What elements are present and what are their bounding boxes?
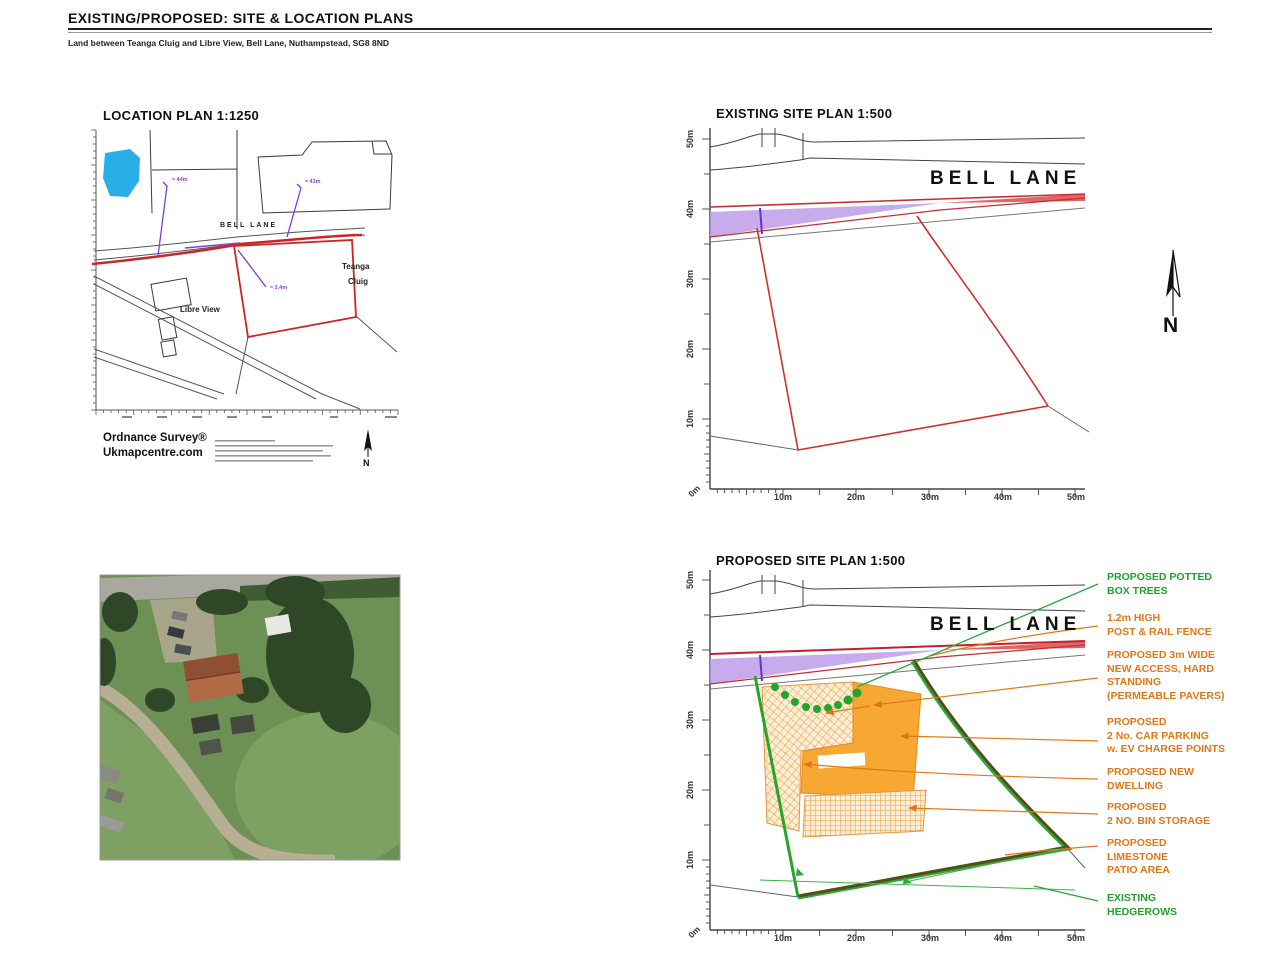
location-north-arrow xyxy=(364,429,372,457)
road-highlight-red xyxy=(91,233,363,266)
page-title: EXISTING/PROPOSED: SITE & LOCATION PLANS xyxy=(68,10,414,26)
verge-divider-purple xyxy=(759,207,763,235)
pond-shape xyxy=(103,149,140,197)
east-south-boundary-dark xyxy=(798,659,1071,898)
copyright-small-print xyxy=(215,440,333,462)
caravan xyxy=(264,614,292,636)
west-boundary-hedge-green xyxy=(753,675,800,898)
y-tick: 50m xyxy=(685,130,695,149)
x-tick: 40m xyxy=(993,933,1012,943)
lane-edge-bottom-red xyxy=(709,197,1086,238)
north-label-existing: N xyxy=(1163,314,1179,337)
track xyxy=(100,682,335,860)
location-plan-title: LOCATION PLAN 1:1250 xyxy=(103,108,260,123)
proposed-plan-title: PROPOSED SITE PLAN 1:500 xyxy=(716,553,906,568)
y-tick: 40m xyxy=(685,200,695,219)
hedgerow-thin-lines xyxy=(759,847,1076,891)
x-tick: 20m xyxy=(846,933,865,943)
annotation-bin-storage: PROPOSED 2 NO. BIN STORAGE xyxy=(1107,801,1211,827)
annotation-limestone-patio: PROPOSED LIMESTONE PATIO AREA xyxy=(1107,837,1170,876)
verge-purple xyxy=(710,650,940,684)
proposed-plan-drawing xyxy=(702,570,1099,938)
annotation-leaders-orange xyxy=(802,625,1099,856)
y-tick: 30m xyxy=(685,711,695,730)
road-highlight-purple xyxy=(184,242,241,249)
axes xyxy=(709,570,1085,931)
neighbour-buildings xyxy=(100,764,125,834)
annotation-potted-box-trees: PROPOSED POTTED BOX TREES xyxy=(1107,571,1213,597)
annotation-new-access: PROPOSED 3m WIDE NEW ACCESS, HARD STANDI… xyxy=(1107,649,1225,702)
lane-edge-bottom-red xyxy=(709,644,1086,685)
bell-lane-label-location: BELL LANE xyxy=(220,222,278,229)
cluig-label: Cluig xyxy=(348,277,368,286)
vehicles xyxy=(167,610,192,656)
annotation-car-parking: PROPOSED 2 No. CAR PARKING w. EV CHARGE … xyxy=(1107,716,1226,755)
ukmapcentre-attribution: Ukmapcentre.com xyxy=(103,447,203,459)
site-boundary-red xyxy=(756,215,1049,451)
y-tick: 50m xyxy=(685,571,695,590)
y-tick: 30m xyxy=(685,270,695,289)
adjacent-boundaries-grey xyxy=(709,847,1086,898)
bell-lane-label-existing: BELL LANE xyxy=(930,168,1082,189)
x-tick: 50m xyxy=(1066,933,1085,943)
teanga-label: Teanga xyxy=(342,262,370,271)
aerial-photo-border xyxy=(99,574,401,861)
libre-view-label: Libre View xyxy=(180,305,220,314)
x-tick: 10m xyxy=(773,492,792,502)
lane-edge-top-red xyxy=(709,193,1086,208)
page-subtitle: Land between Teanga Cluig and Libre View… xyxy=(68,38,390,48)
dwelling-notch xyxy=(817,752,866,769)
aerial-photo xyxy=(100,575,400,860)
existing-plan-title: EXISTING SITE PLAN 1:500 xyxy=(716,106,893,121)
building-plot-outlines xyxy=(149,129,393,358)
x-tick: 40m xyxy=(993,492,1012,502)
x-tick: 30m xyxy=(920,492,939,502)
site-boundary-red xyxy=(232,239,357,339)
field-boundary-lines xyxy=(709,575,1086,618)
lane-edge-top-red xyxy=(709,640,1086,655)
y-tick: 10m xyxy=(685,410,695,429)
y-tick: 10m xyxy=(685,851,695,870)
x-tick: 50m xyxy=(1066,492,1085,502)
y-tick: 20m xyxy=(685,340,695,359)
header-rule xyxy=(68,28,1212,33)
annotation-new-dwelling: PROPOSED NEW DWELLING xyxy=(1107,766,1194,792)
annotation-post-rail-fence: 1.2m HIGH POST & RAIL FENCE xyxy=(1107,612,1212,638)
outbuildings xyxy=(190,713,256,756)
dimension-label-1: ≈ 44m xyxy=(172,177,188,183)
location-plan-drawing xyxy=(91,129,399,462)
y-tick: 20m xyxy=(685,781,695,800)
verge-divider-purple xyxy=(759,654,763,682)
adjacent-boundaries-grey xyxy=(709,405,1090,451)
axes xyxy=(709,128,1085,490)
x-tick: 10m xyxy=(773,933,792,943)
verge-purple xyxy=(710,203,940,237)
x-tick: 30m xyxy=(920,933,939,943)
dimension-label-3: ≈ 3.4m xyxy=(270,285,288,291)
north-label-location: N xyxy=(363,458,370,468)
existing-north-arrow xyxy=(1166,249,1181,316)
existing-plan-drawing xyxy=(702,128,1181,497)
y-tick: 40m xyxy=(685,641,695,660)
dimension-label-2: ≈ 43m xyxy=(305,179,321,185)
annotation-leaders-green xyxy=(856,583,1099,902)
bell-lane-label-proposed: BELL LANE xyxy=(930,614,1082,635)
os-attribution: Ordnance Survey® xyxy=(103,432,207,444)
road-lower-grey xyxy=(709,654,1086,690)
annotation-existing-hedgerows: EXISTING HEDGEROWS xyxy=(1107,892,1178,918)
x-tick: 20m xyxy=(846,492,865,502)
house-roof xyxy=(183,653,244,703)
potted-box-trees-dots xyxy=(771,683,862,713)
field-boundary-lines xyxy=(709,128,1086,171)
road-lower-grey xyxy=(709,207,1086,243)
bin-storage-hatch xyxy=(802,789,927,838)
dimension-lines xyxy=(157,181,302,288)
scale-label-smudges xyxy=(122,416,397,418)
